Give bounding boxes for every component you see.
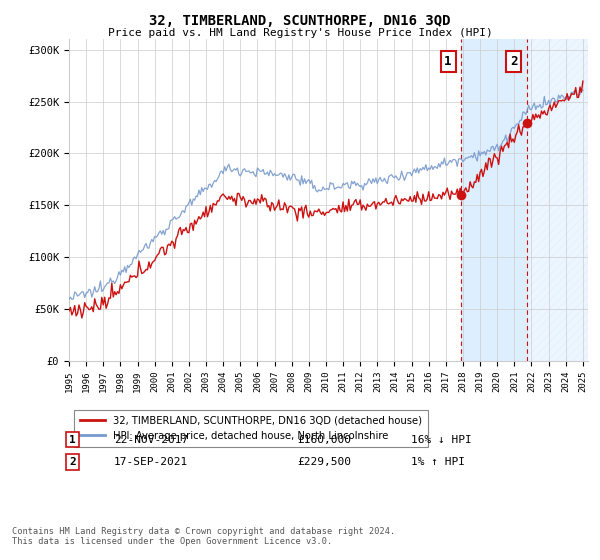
- Text: Contains HM Land Registry data © Crown copyright and database right 2024.
This d: Contains HM Land Registry data © Crown c…: [12, 526, 395, 546]
- Text: 17-SEP-2021: 17-SEP-2021: [114, 457, 188, 467]
- Bar: [527, 39, 588, 361]
- Text: 16% ↓ HPI: 16% ↓ HPI: [411, 435, 472, 445]
- Text: 22-NOV-2017: 22-NOV-2017: [114, 435, 188, 445]
- Bar: [461, 39, 527, 361]
- Text: £160,000: £160,000: [297, 435, 351, 445]
- Text: 32, TIMBERLAND, SCUNTHORPE, DN16 3QD: 32, TIMBERLAND, SCUNTHORPE, DN16 3QD: [149, 14, 451, 28]
- Text: 1% ↑ HPI: 1% ↑ HPI: [411, 457, 465, 467]
- Text: 2: 2: [510, 55, 517, 68]
- Text: 1: 1: [69, 435, 76, 445]
- Text: £229,500: £229,500: [297, 457, 351, 467]
- Legend: 32, TIMBERLAND, SCUNTHORPE, DN16 3QD (detached house), HPI: Average price, detac: 32, TIMBERLAND, SCUNTHORPE, DN16 3QD (de…: [74, 410, 428, 447]
- Text: Price paid vs. HM Land Registry's House Price Index (HPI): Price paid vs. HM Land Registry's House …: [107, 28, 493, 38]
- Text: 1: 1: [445, 55, 452, 68]
- Text: 2: 2: [69, 457, 76, 467]
